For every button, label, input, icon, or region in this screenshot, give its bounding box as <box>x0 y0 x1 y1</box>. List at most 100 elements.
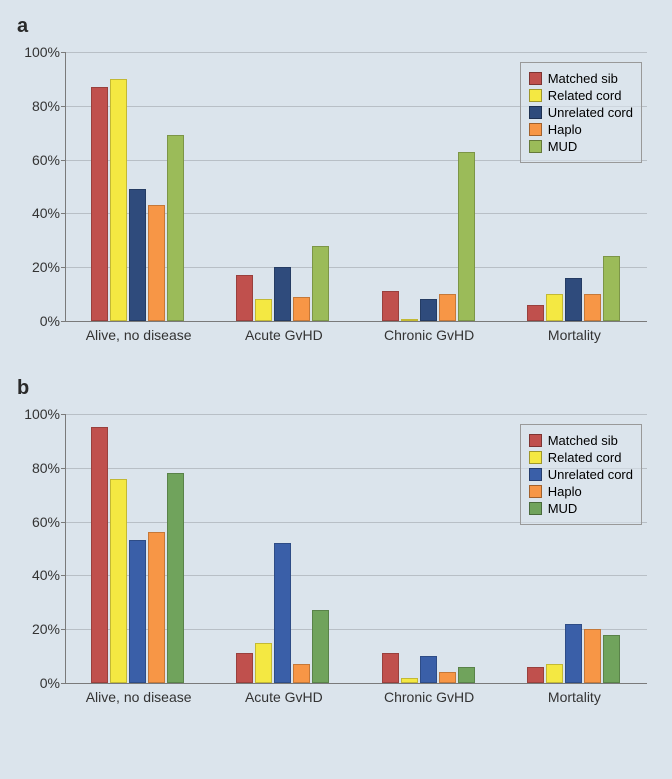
legend-item: Haplo <box>529 484 633 499</box>
legend-item: Unrelated cord <box>529 105 633 120</box>
bar <box>458 152 475 321</box>
y-tick-label: 40% <box>32 205 66 221</box>
bar <box>420 656 437 683</box>
legend-label: MUD <box>548 139 578 154</box>
legend-item: Matched sib <box>529 71 633 86</box>
bar <box>148 532 165 683</box>
bar-group <box>236 52 329 321</box>
bar <box>546 664 563 683</box>
x-tick-label: Alive, no disease <box>86 321 192 343</box>
x-tick-label: Mortality <box>548 321 601 343</box>
bar <box>110 79 127 321</box>
plot: 0%20%40%60%80%100%Alive, no diseaseAcute… <box>65 414 647 684</box>
legend-item: Haplo <box>529 122 633 137</box>
bar <box>293 297 310 321</box>
legend-label: Matched sib <box>548 433 618 448</box>
bar <box>527 305 544 321</box>
bar <box>312 246 329 321</box>
x-tick-label: Chronic GvHD <box>384 683 474 705</box>
bar <box>420 299 437 321</box>
bar <box>439 294 456 321</box>
bar <box>584 629 601 683</box>
legend-label: Haplo <box>548 122 582 137</box>
y-tick-label: 80% <box>32 98 66 114</box>
bar <box>167 473 184 683</box>
plot: 0%20%40%60%80%100%Alive, no diseaseAcute… <box>65 52 647 322</box>
y-tick-label: 20% <box>32 621 66 637</box>
bar <box>129 540 146 683</box>
legend-swatch <box>529 106 542 119</box>
y-tick-label: 40% <box>32 567 66 583</box>
bar-group <box>382 414 475 683</box>
bar <box>458 667 475 683</box>
y-tick-label: 20% <box>32 259 66 275</box>
bar-group <box>236 414 329 683</box>
bar <box>167 135 184 321</box>
chart-area: 0%20%40%60%80%100%Alive, no diseaseAcute… <box>65 404 647 714</box>
bar <box>439 672 456 683</box>
x-tick-label: Chronic GvHD <box>384 321 474 343</box>
legend-label: Unrelated cord <box>548 105 633 120</box>
legend-swatch <box>529 123 542 136</box>
y-tick-label: 0% <box>40 313 66 329</box>
legend-label: Unrelated cord <box>548 467 633 482</box>
bar <box>382 291 399 321</box>
legend: Matched sib Related cord Unrelated cord Hap… <box>520 424 642 525</box>
legend-label: Related cord <box>548 88 622 103</box>
legend-label: Haplo <box>548 484 582 499</box>
y-tick-label: 60% <box>32 152 66 168</box>
bar <box>603 256 620 321</box>
bar <box>236 653 253 683</box>
panel-b: b0%20%40%60%80%100%Alive, no diseaseAcut… <box>15 377 657 714</box>
bar <box>255 299 272 321</box>
legend-swatch <box>529 468 542 481</box>
legend-swatch <box>529 485 542 498</box>
bar <box>603 635 620 683</box>
y-tick-label: 80% <box>32 460 66 476</box>
y-tick-label: 60% <box>32 514 66 530</box>
legend-item: Unrelated cord <box>529 467 633 482</box>
y-tick-label: 100% <box>24 406 66 422</box>
bar <box>293 664 310 683</box>
panel-a: a0%20%40%60%80%100%Alive, no diseaseAcut… <box>15 15 657 352</box>
bar <box>382 653 399 683</box>
bar <box>312 610 329 683</box>
legend-swatch <box>529 451 542 464</box>
legend-swatch <box>529 72 542 85</box>
x-tick-label: Acute GvHD <box>245 321 323 343</box>
bar <box>91 87 108 321</box>
legend-item: MUD <box>529 139 633 154</box>
legend-swatch <box>529 140 542 153</box>
bar <box>255 643 272 683</box>
bar <box>236 275 253 321</box>
legend-swatch <box>529 89 542 102</box>
bar <box>110 479 127 683</box>
bar <box>129 189 146 321</box>
x-tick-label: Alive, no disease <box>86 683 192 705</box>
bar <box>584 294 601 321</box>
bar <box>274 267 291 321</box>
bar <box>546 294 563 321</box>
legend-item: MUD <box>529 501 633 516</box>
legend: Matched sib Related cord Unrelated cord Hap… <box>520 62 642 163</box>
bar <box>527 667 544 683</box>
panel-label: b <box>17 377 657 400</box>
bar <box>148 205 165 321</box>
x-tick-label: Mortality <box>548 683 601 705</box>
y-tick-label: 100% <box>24 44 66 60</box>
bar <box>565 278 582 321</box>
chart-area: 0%20%40%60%80%100%Alive, no diseaseAcute… <box>65 42 647 352</box>
legend-label: MUD <box>548 501 578 516</box>
legend-label: Matched sib <box>548 71 618 86</box>
bar <box>91 427 108 683</box>
y-tick-label: 0% <box>40 675 66 691</box>
legend-item: Related cord <box>529 88 633 103</box>
bar <box>565 624 582 683</box>
panel-label: a <box>17 15 657 38</box>
legend-item: Related cord <box>529 450 633 465</box>
x-tick-label: Acute GvHD <box>245 683 323 705</box>
bar-group <box>91 414 184 683</box>
legend-label: Related cord <box>548 450 622 465</box>
bar <box>274 543 291 683</box>
bar-group <box>91 52 184 321</box>
